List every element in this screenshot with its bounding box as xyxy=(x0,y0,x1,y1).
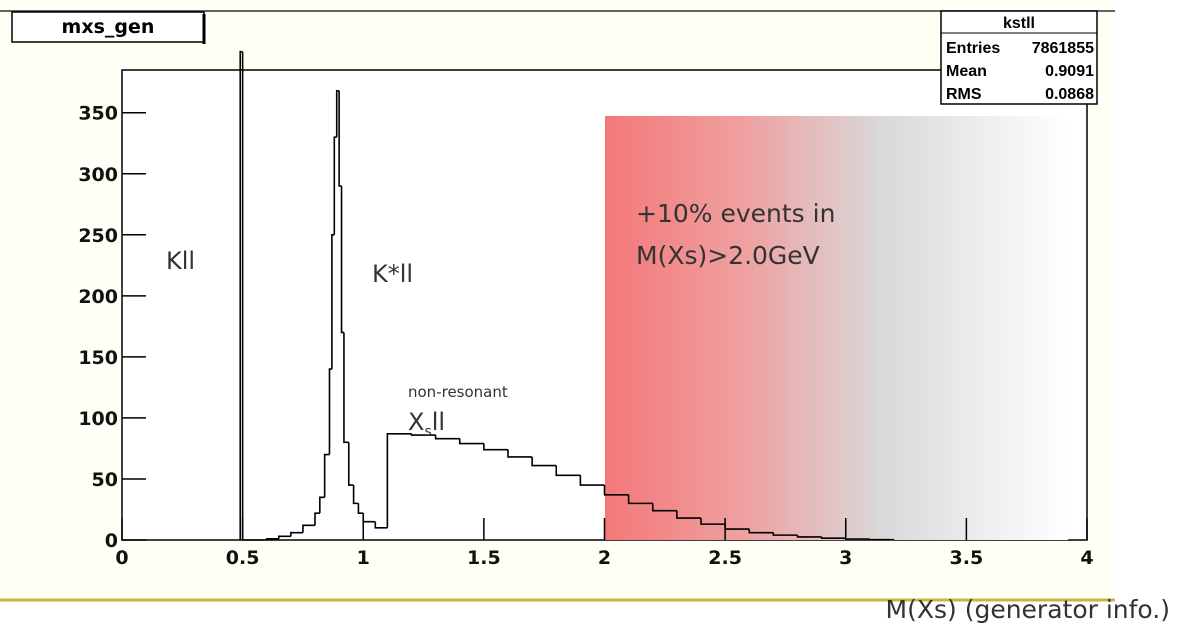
y-tick-label: 150 xyxy=(78,347,118,369)
histogram-bin xyxy=(323,453,330,498)
y-tick-label: 250 xyxy=(78,225,118,247)
stats-value: 7861855 xyxy=(1032,40,1094,57)
x-tick-label: 0 xyxy=(115,547,128,569)
histogram-bin xyxy=(869,538,894,541)
histogram-bin xyxy=(386,432,412,528)
histogram-bin xyxy=(340,185,344,334)
stats-frame xyxy=(940,10,1098,105)
histogram-bin xyxy=(290,531,303,537)
plot-area: 0 50 100 150 200 250 300 350 0 0.5 1 1.5 2 2.5 3 3.5 4 xyxy=(78,50,1094,569)
histogram-bin xyxy=(700,518,726,525)
histogram-bin xyxy=(603,485,629,496)
histogram-bin xyxy=(844,538,870,540)
histogram-bin xyxy=(579,475,605,486)
y-tick-label: 0 xyxy=(105,530,118,552)
histogram-bin xyxy=(347,442,354,486)
histogram-bin xyxy=(333,136,337,235)
histogram-bin xyxy=(772,532,798,536)
stats-key: Mean xyxy=(946,63,987,80)
x-axis-label: M(Xs) (generator info.) xyxy=(886,595,1170,624)
annotation: +10% events in xyxy=(636,199,835,228)
x-tick-label: 3 xyxy=(839,547,852,569)
histogram-bin xyxy=(483,443,508,451)
annotation-part: ll xyxy=(432,408,445,436)
stats-value: 0.0868 xyxy=(1045,86,1094,103)
histogram-bin xyxy=(434,435,460,440)
y-tick-label: 50 xyxy=(92,469,118,491)
histogram-bin xyxy=(352,485,359,505)
y-tick-label: 100 xyxy=(78,408,118,430)
stats-title: kstll xyxy=(1003,15,1035,32)
y-tick-label: 200 xyxy=(78,286,118,308)
highlight-region xyxy=(605,116,1068,540)
histogram-bin xyxy=(343,332,349,444)
x-tick-label: 1.5 xyxy=(467,547,501,569)
x-tick-label: 2 xyxy=(598,547,611,569)
annotation-part: X xyxy=(408,408,424,436)
histogram-bin xyxy=(338,90,342,187)
histogram-bin xyxy=(241,51,267,541)
stats-value: 0.9091 xyxy=(1045,63,1094,80)
y-tick-label: 300 xyxy=(78,164,118,186)
y-tick-label: 350 xyxy=(78,103,118,125)
annotation: Kll xyxy=(166,247,195,275)
histogram-bin xyxy=(627,494,653,505)
x-tick-label: 1 xyxy=(357,547,370,569)
x-tick-label: 0.5 xyxy=(226,547,260,569)
stats-box: kstll Entries 7861855 Mean 0.9091 RMS 0.… xyxy=(940,10,1098,105)
histogram-bin xyxy=(410,433,436,436)
histogram-bin xyxy=(357,503,364,514)
title-box xyxy=(11,11,205,43)
annotation: K*ll xyxy=(372,260,413,288)
chart-title: mxs_gen xyxy=(62,16,155,38)
stats-key: RMS xyxy=(946,86,982,103)
histogram-bin xyxy=(335,89,340,138)
stats-key: Entries xyxy=(946,40,1000,57)
histogram-bin xyxy=(374,521,388,529)
histogram-bin xyxy=(724,524,750,530)
annotation-part: s xyxy=(424,424,431,440)
histogram-bin xyxy=(796,535,822,538)
histogram-bin xyxy=(507,449,533,458)
annotation: M(Xs)>2.0GeV xyxy=(636,241,820,270)
histogram-bin xyxy=(748,529,774,534)
x-tick-label: 2.5 xyxy=(708,547,742,569)
histogram-bin xyxy=(555,465,581,477)
histogram-bin xyxy=(531,456,557,467)
histogram-bin xyxy=(820,536,846,539)
histogram-bin xyxy=(278,535,291,539)
x-tick-label: 4 xyxy=(1080,547,1093,569)
histogram-bin xyxy=(319,496,325,514)
histogram-bin xyxy=(458,438,484,445)
annotation: non-resonant xyxy=(408,383,508,401)
histogram-bin xyxy=(362,513,376,523)
histogram-bin xyxy=(239,50,243,540)
histogram-bin xyxy=(302,524,315,533)
annotation: Xsll xyxy=(408,408,445,440)
x-tick-label: 3.5 xyxy=(950,547,984,569)
histogram-bin xyxy=(328,368,332,455)
histogram-bin xyxy=(314,512,320,526)
histogram-bin xyxy=(651,503,677,512)
histogram-bin xyxy=(265,537,279,540)
histogram-bin xyxy=(331,234,335,370)
histogram-bin xyxy=(676,510,701,519)
